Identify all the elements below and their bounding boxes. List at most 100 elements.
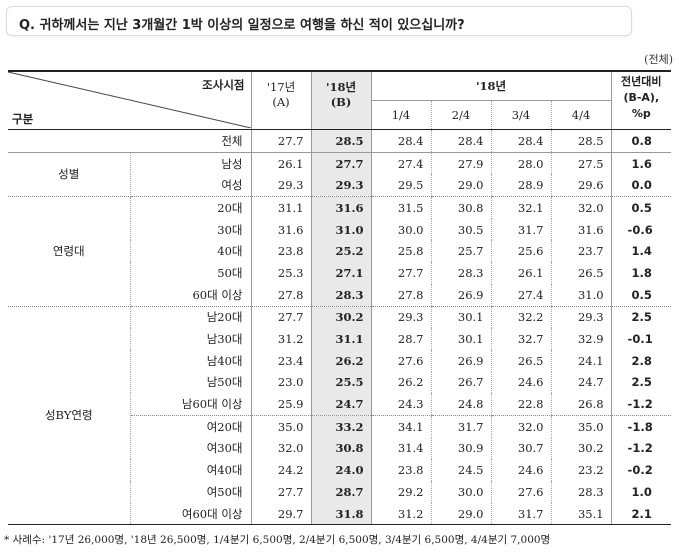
value-diff: -1.2 bbox=[610, 393, 672, 416]
value-q4: 29.6 bbox=[550, 174, 612, 198]
table-row: 여50대 27.7 28.7 29.2 30.0 27.6 28.3 1.0 bbox=[8, 481, 672, 503]
q4-header: 4/4 bbox=[550, 100, 612, 130]
value-q1: 31.5 bbox=[370, 196, 431, 219]
value-q2: 30.8 bbox=[430, 196, 491, 219]
value-q1: 28.4 bbox=[370, 129, 431, 153]
value-q3: 32.1 bbox=[490, 196, 551, 219]
table-row: 남60대 이상 25.9 24.7 24.3 24.8 22.8 26.8 -1… bbox=[8, 393, 672, 416]
value-q3: 32.0 bbox=[490, 415, 551, 438]
q3-header: 3/4 bbox=[490, 100, 551, 130]
value-a: 26.1 bbox=[250, 152, 311, 175]
value-q4: 32.0 bbox=[550, 196, 612, 219]
corner-diagonal bbox=[10, 72, 251, 128]
table-row: 50대 25.3 27.1 27.7 28.3 26.1 26.5 1.8 bbox=[8, 262, 672, 284]
value-b: 24.7 bbox=[310, 393, 371, 416]
value-q1: 30.0 bbox=[370, 218, 431, 241]
row-label: 여60대 이상 bbox=[130, 502, 251, 526]
q1-header: 1/4 bbox=[370, 100, 431, 130]
value-q2: 25.7 bbox=[430, 240, 491, 263]
value-q1: 23.8 bbox=[370, 459, 431, 481]
value-b: 27.1 bbox=[310, 262, 371, 284]
value-q2: 29.0 bbox=[430, 174, 491, 198]
table-row: 남50대 23.0 25.5 26.2 26.7 24.6 24.7 2.5 bbox=[8, 371, 672, 394]
value-q1: 29.2 bbox=[370, 481, 431, 503]
value-b: 28.3 bbox=[310, 283, 371, 307]
group-gender-age: 성BY연령 bbox=[8, 306, 131, 526]
value-q4: 26.5 bbox=[550, 262, 612, 284]
diff-header: 전년대비 (B-A), %p bbox=[610, 70, 672, 130]
value-a: 27.7 bbox=[250, 306, 311, 329]
value-a: 23.4 bbox=[250, 349, 311, 372]
value-q1: 34.1 bbox=[370, 415, 431, 438]
table-row: 여성 29.3 29.3 29.5 29.0 28.9 29.6 0.0 bbox=[8, 174, 672, 198]
category-label: 구분 bbox=[12, 112, 34, 126]
row-label: 남성 bbox=[221, 156, 243, 171]
question-text: Q. 귀하께서는 지난 3개월간 1박 이상의 일정으로 여행을 하신 적이 있… bbox=[19, 18, 465, 33]
year-17-label: '17년 bbox=[266, 80, 296, 94]
value-a: 35.0 bbox=[250, 415, 311, 438]
value-q2: 27.9 bbox=[430, 152, 491, 175]
value-q4: 27.5 bbox=[550, 152, 612, 175]
value-diff: -0.6 bbox=[610, 218, 672, 241]
header-row-2: 1/4 2/4 3/4 4/4 bbox=[8, 100, 671, 130]
table-row: 여40대 24.2 24.0 23.8 24.5 24.6 23.2 -0.2 bbox=[8, 459, 672, 481]
value-q4: 24.1 bbox=[550, 349, 612, 372]
footnote: * 사례수: '17년 26,000명, '18년 26,500명, 1/4분기… bbox=[4, 534, 551, 546]
value-b: 25.5 bbox=[310, 371, 371, 394]
survey-table: 조사시점 구분 '17년 (A) '18년 (B) '18년 전년대비 (B-A… bbox=[8, 70, 672, 526]
year-17-header: '17년 (A) bbox=[250, 70, 311, 130]
question-box: Q. 귀하께서는 지난 3개월간 1박 이상의 일정으로 여행을 하신 적이 있… bbox=[6, 6, 632, 36]
table-row: 여30대 32.0 30.8 31.4 30.9 30.7 30.2 -1.2 bbox=[8, 437, 672, 460]
value-diff: 2.1 bbox=[610, 502, 672, 526]
table-row: 여20대 35.0 33.2 34.1 31.7 32.0 35.0 -1.8 bbox=[8, 415, 672, 438]
value-diff: 1.8 bbox=[610, 262, 672, 284]
value-q4: 35.0 bbox=[550, 415, 612, 438]
value-q1: 28.7 bbox=[370, 328, 431, 350]
year-18-header: '18년 (B) bbox=[310, 70, 371, 130]
value-a: 29.3 bbox=[250, 174, 311, 198]
year-17-sub: (A) bbox=[272, 95, 290, 109]
value-q2: 26.9 bbox=[430, 283, 491, 307]
row-label: 남20대 bbox=[206, 310, 243, 325]
value-a: 32.0 bbox=[250, 437, 311, 460]
table-row: 60대 이상 27.8 28.3 27.8 26.9 27.4 31.0 0.5 bbox=[8, 283, 672, 307]
value-q2: 30.0 bbox=[430, 481, 491, 503]
row-label: 여40대 bbox=[206, 463, 243, 478]
corner-cell: 조사시점 구분 bbox=[8, 70, 251, 130]
year-18-sub: (B) bbox=[330, 95, 352, 109]
value-q1: 31.4 bbox=[370, 437, 431, 460]
value-q2: 26.9 bbox=[430, 349, 491, 372]
value-b: 31.0 bbox=[310, 218, 371, 241]
row-label: 30대 bbox=[217, 222, 243, 237]
value-q4: 32.9 bbox=[550, 328, 612, 350]
table-row: 연령대 20대 31.1 31.6 31.5 30.8 32.1 32.0 0.… bbox=[8, 196, 672, 307]
value-q4: 26.8 bbox=[550, 393, 612, 416]
value-q2: 24.8 bbox=[430, 393, 491, 416]
row-label: 남60대 이상 bbox=[130, 393, 251, 416]
group-gender: 성별 bbox=[8, 152, 131, 198]
value-q4: 31.0 bbox=[550, 283, 612, 307]
value-a: 31.2 bbox=[250, 328, 311, 350]
value-q3: 32.7 bbox=[490, 328, 551, 350]
value-q3: 25.6 bbox=[490, 240, 551, 263]
value-q4: 28.5 bbox=[550, 129, 612, 153]
value-q3: 31.7 bbox=[490, 218, 551, 241]
unit-note: (전체) bbox=[644, 53, 673, 66]
value-diff: 1.0 bbox=[610, 481, 672, 503]
value-a: 23.0 bbox=[250, 371, 311, 394]
value-a: 25.3 bbox=[250, 262, 311, 284]
row-label: 남50대 bbox=[206, 375, 243, 390]
table-row: 성BY연령 남20대 27.7 30.2 29.3 30.1 32.2 29.3… bbox=[8, 306, 672, 526]
row-label: 20대 bbox=[217, 200, 243, 215]
value-q4: 28.3 bbox=[550, 481, 612, 503]
value-q4: 31.6 bbox=[550, 218, 612, 241]
survey-time-label: 조사시점 bbox=[202, 78, 245, 92]
value-diff: 0.0 bbox=[610, 174, 672, 198]
value-a: 27.7 bbox=[250, 129, 311, 153]
value-q1: 27.8 bbox=[370, 283, 431, 307]
value-b: 31.1 bbox=[310, 328, 371, 350]
value-q1: 27.4 bbox=[370, 152, 431, 175]
value-q2: 24.5 bbox=[430, 459, 491, 481]
value-q1: 29.3 bbox=[370, 306, 431, 329]
value-diff: 1.6 bbox=[610, 152, 672, 175]
